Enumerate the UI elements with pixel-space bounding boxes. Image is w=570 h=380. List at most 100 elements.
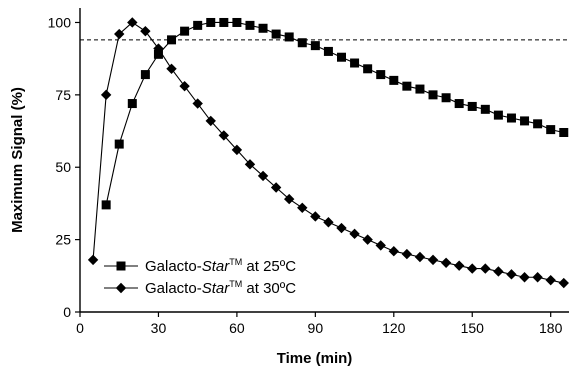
- data-point: [167, 35, 177, 45]
- data-point: [310, 41, 320, 51]
- data-point: [453, 260, 465, 271]
- legend-label-post: at 25ºC: [242, 258, 296, 275]
- legend-label-pre: Galacto-: [145, 258, 202, 275]
- data-point: [87, 254, 99, 266]
- data-point: [440, 257, 452, 268]
- data-point: [179, 80, 190, 92]
- data-point: [100, 89, 112, 101]
- x-axis-title: Time (min): [277, 350, 353, 367]
- data-point: [140, 70, 150, 80]
- data-point: [480, 104, 490, 114]
- data-point: [401, 248, 413, 260]
- data-point: [427, 254, 439, 266]
- data-point: [297, 202, 308, 213]
- data-point: [192, 98, 203, 109]
- data-point: [520, 116, 530, 126]
- legend-label-tm: TM: [229, 257, 242, 267]
- data-point: [506, 113, 516, 123]
- data-point: [244, 159, 256, 170]
- data-point: [206, 17, 216, 27]
- x-tick-label: 120: [382, 320, 406, 336]
- data-point: [362, 234, 373, 245]
- data-point: [467, 263, 478, 274]
- legend-label-pre: Galacto-: [145, 280, 202, 297]
- data-point: [219, 17, 229, 27]
- data-point: [493, 266, 504, 277]
- data-point: [363, 64, 373, 74]
- data-point: [153, 43, 164, 54]
- data-point: [127, 17, 138, 28]
- data-point: [546, 125, 556, 135]
- y-tick-label: 25: [55, 232, 71, 248]
- data-point: [454, 99, 464, 109]
- data-point: [231, 144, 243, 156]
- series-25c: [101, 17, 569, 210]
- data-point: [493, 110, 503, 120]
- data-point: [218, 130, 230, 141]
- data-point: [336, 222, 347, 234]
- data-point: [127, 99, 137, 109]
- data-point: [114, 28, 125, 40]
- x-tick-label: 0: [76, 320, 84, 336]
- legend-label-tm: TM: [229, 279, 242, 289]
- data-point: [270, 182, 282, 193]
- data-point: [414, 251, 426, 263]
- series-line: [92, 21, 564, 284]
- x-tick-label: 60: [229, 320, 245, 336]
- data-point: [415, 84, 425, 94]
- data-point: [388, 246, 399, 257]
- data-point: [258, 23, 268, 33]
- data-point: [480, 263, 491, 274]
- data-point: [336, 52, 346, 62]
- data-point: [467, 101, 477, 111]
- data-point: [205, 115, 216, 127]
- data-point: [559, 127, 569, 137]
- data-point: [558, 277, 569, 289]
- data-point: [441, 93, 451, 103]
- series-30c: [87, 17, 569, 289]
- legend-label-post: at 30ºC: [242, 280, 296, 297]
- data-point: [284, 32, 294, 42]
- legend-label: Galacto-StarTM at 30ºC: [145, 279, 296, 297]
- x-tick-label: 180: [539, 320, 563, 336]
- data-point: [506, 269, 517, 280]
- legend-label: Galacto-StarTM at 25ºC: [145, 257, 296, 275]
- data-point: [232, 17, 242, 27]
- legend-marker: [116, 261, 126, 271]
- data-point: [519, 272, 530, 283]
- data-point: [193, 20, 203, 30]
- data-point: [180, 26, 190, 36]
- data-point: [271, 29, 281, 39]
- y-tick-label: 75: [55, 87, 71, 103]
- data-point: [350, 58, 360, 68]
- data-point: [283, 193, 295, 205]
- data-point: [349, 228, 360, 240]
- data-point: [153, 49, 163, 59]
- y-tick-label: 0: [63, 304, 71, 320]
- data-point: [376, 70, 386, 80]
- x-tick-label: 150: [461, 320, 485, 336]
- data-point: [257, 170, 269, 182]
- data-point: [114, 139, 124, 149]
- legend-marker: [115, 282, 127, 294]
- data-point: [310, 211, 321, 222]
- data-point: [532, 272, 543, 283]
- data-point: [101, 200, 111, 210]
- legend-label-italic: Star: [202, 280, 231, 297]
- data-point: [533, 119, 543, 129]
- x-tick-label: 30: [151, 320, 167, 336]
- data-point: [428, 90, 438, 100]
- x-tick-label: 90: [308, 320, 324, 336]
- data-point: [245, 20, 255, 30]
- legend-label-italic: Star: [202, 258, 231, 275]
- data-point: [402, 81, 412, 91]
- y-tick-label: 50: [55, 159, 71, 175]
- data-point: [140, 25, 151, 37]
- data-point: [323, 217, 334, 228]
- y-tick-label: 100: [48, 14, 72, 30]
- data-point: [545, 274, 556, 286]
- data-point: [323, 46, 333, 56]
